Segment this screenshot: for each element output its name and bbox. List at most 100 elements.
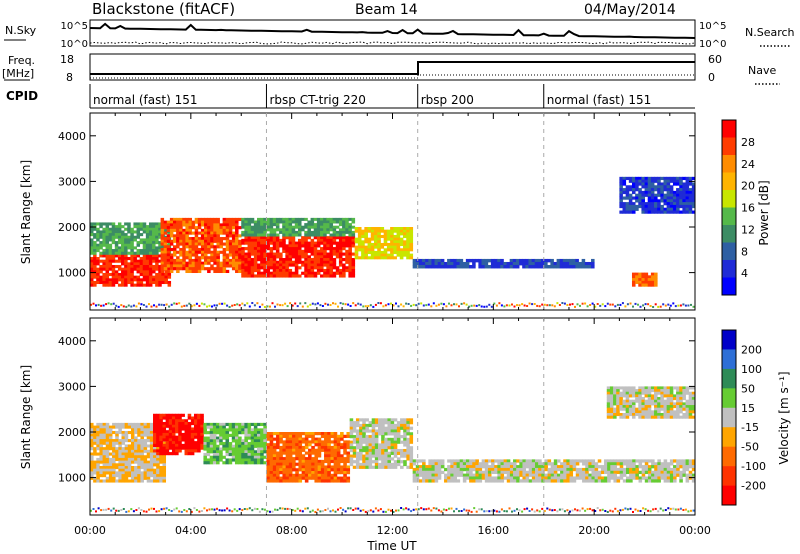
heatmap-cell: [288, 445, 293, 450]
heatmap-cell: [257, 461, 261, 465]
heatmap-cell: [657, 176, 661, 181]
heatmap-cell: [478, 265, 482, 269]
heatmap-cell: [669, 176, 674, 181]
heatmap-cell: [478, 467, 483, 472]
heatmap-cell: [393, 432, 398, 436]
heatmap-cell: [301, 473, 306, 477]
heatmap-cell: [355, 443, 360, 447]
heatmap-cell: [121, 468, 126, 472]
heatmap-cell: [317, 448, 322, 452]
heatmap-cell: [585, 462, 589, 466]
heatmap-cell: [149, 425, 154, 429]
heatmap-cell: [679, 193, 683, 197]
heatmap-cell: [159, 416, 163, 420]
heatmap-cell: [149, 433, 154, 437]
heatmap-cell: [266, 233, 271, 237]
nave-series-line: [90, 74, 695, 79]
heatmap-cell: [244, 444, 248, 448]
heatmap-cell: [257, 225, 261, 229]
heatmap-cell: [207, 242, 211, 246]
heatmap-cell: [456, 462, 461, 466]
heatmap-cell: [650, 199, 655, 203]
heatmap-cell: [136, 259, 141, 263]
heatmap-cell: [357, 234, 362, 239]
heatmap-cell: [374, 443, 379, 447]
heatmap-cell: [428, 459, 432, 463]
heatmap-cell: [506, 479, 511, 483]
heatmap-cell: [93, 243, 97, 247]
heatmap-cell: [323, 225, 327, 229]
heatmap-cell: [613, 473, 617, 477]
heatmap-cell: [145, 235, 150, 239]
heatmap-cell: [591, 470, 596, 475]
heatmap-cell: [371, 426, 376, 430]
heatmap-cell: [572, 479, 577, 483]
heatmap-cell: [206, 439, 211, 443]
heatmap-cell: [329, 271, 334, 275]
heatmap-cell: [351, 266, 356, 270]
ground-scatter-mark: [473, 304, 476, 307]
heatmap-cell: [282, 451, 287, 455]
heatmap-cell: [137, 449, 141, 453]
heatmap-cell: [370, 245, 375, 249]
heatmap-cell: [316, 220, 321, 224]
heatmap-cell: [550, 465, 555, 469]
heatmap-cell: [304, 443, 309, 447]
heatmap-cell: [629, 470, 633, 475]
heatmap-cell: [276, 434, 280, 438]
heatmap-cell: [153, 476, 157, 480]
heatmap-cell: [632, 459, 636, 463]
heatmap-cell: [212, 455, 217, 459]
heatmap-cell: [194, 217, 199, 222]
heatmap-cell: [676, 210, 680, 214]
heatmap-cell: [121, 430, 126, 435]
heatmap-cell: [136, 278, 141, 282]
heatmap-cell: [179, 247, 183, 252]
heatmap-cell: [263, 260, 267, 264]
heatmap-cell: [99, 265, 103, 269]
heatmap-cell: [188, 258, 193, 263]
heatmap-cell: [228, 264, 233, 268]
heatmap-cell: [272, 258, 277, 262]
heatmap-cell: [362, 418, 366, 422]
heatmap-cell: [295, 462, 299, 466]
heatmap-cell: [127, 447, 132, 451]
heatmap-cell: [641, 182, 645, 186]
heatmap-cell: [212, 444, 217, 448]
heatmap-cell: [269, 434, 274, 438]
heatmap-cell: [158, 272, 162, 277]
heatmap-cell: [127, 251, 131, 255]
heatmap-cell: [437, 261, 442, 266]
heatmap-cell: [152, 230, 156, 234]
heatmap-cell: [169, 256, 174, 260]
heatmap-cell: [146, 433, 151, 437]
heatmap-cell: [691, 459, 696, 463]
heatmap-cell: [292, 445, 296, 450]
heatmap-cell: [575, 470, 580, 475]
heatmap-cell: [607, 462, 611, 466]
heatmap-cell: [422, 462, 426, 466]
heatmap-cell: [672, 207, 677, 211]
heatmap-cell: [130, 474, 135, 478]
heatmap-cell: [149, 436, 154, 440]
heatmap-cell: [669, 193, 674, 197]
heatmap-cell: [364, 250, 368, 255]
heatmap-cell: [156, 424, 160, 428]
ground-scatter-mark: [687, 304, 690, 307]
heatmap-cell: [102, 425, 107, 429]
heatmap-cell: [538, 479, 542, 483]
heatmap-cell: [390, 462, 395, 467]
heatmap-cell: [381, 448, 385, 453]
heatmap-cell: [142, 267, 147, 271]
heatmap-cell: [638, 283, 642, 287]
heatmap-cell: [222, 442, 226, 446]
heatmap-cell: [145, 241, 150, 245]
heatmap-cell: [222, 269, 227, 274]
ground-scatter-mark: [410, 304, 413, 307]
heatmap-cell: [184, 430, 189, 434]
heatmap-cell: [509, 479, 514, 483]
heatmap-cell: [163, 261, 168, 265]
heatmap-cell: [247, 422, 252, 427]
heatmap-cell: [148, 280, 153, 285]
heatmap-cell: [130, 233, 134, 237]
